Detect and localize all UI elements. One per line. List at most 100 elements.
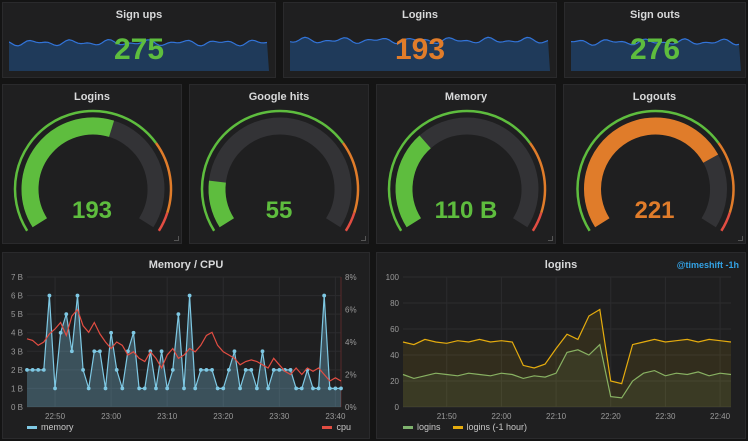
- data-point: [249, 367, 254, 372]
- data-point: [142, 386, 147, 391]
- sparkline-line: [571, 38, 740, 46]
- sparkline: [9, 38, 269, 71]
- resize-handle[interactable]: [548, 236, 553, 241]
- data-point: [204, 367, 209, 372]
- y-tick-label: 0 B: [11, 403, 23, 412]
- data-point: [193, 386, 198, 391]
- series-area-memory: [27, 295, 341, 407]
- gauge-value: 193: [71, 197, 113, 224]
- sparkline: [571, 38, 741, 71]
- data-point: [266, 386, 271, 391]
- data-point: [277, 367, 282, 372]
- data-point: [260, 349, 265, 354]
- sparkline-fill: [9, 39, 269, 71]
- data-point: [221, 386, 226, 391]
- legend-swatch-memory: [27, 425, 37, 429]
- gauge-threshold-red: [531, 212, 543, 232]
- data-point: [294, 386, 299, 391]
- data-point: [97, 349, 102, 354]
- gauge-threshold-red: [720, 212, 731, 232]
- panel-title: Memory / CPU: [148, 259, 224, 271]
- panel-title: logins: [544, 259, 578, 271]
- stat-panel-logins[interactable]: Logins 193: [283, 2, 557, 78]
- data-point: [322, 293, 327, 298]
- x-tick-label: 23:20: [213, 412, 234, 421]
- gauge-threshold-green: [576, 109, 720, 232]
- y2-tick-label: 4%: [345, 338, 357, 347]
- gauge-panel-google-hits[interactable]: Google hits 55: [189, 84, 369, 244]
- data-point: [114, 367, 119, 372]
- gauge-threshold-orange: [154, 142, 173, 214]
- data-point: [238, 386, 242, 391]
- y-tick-label: 60: [390, 325, 399, 334]
- graph-panel-logins[interactable]: logins @timeshift -1h 0 20 40 60 80 100 21:50 2…: [376, 252, 746, 439]
- y-tick-label: 1 B: [11, 384, 23, 393]
- gauge-fill: [584, 117, 719, 228]
- series-line-cpu: [26, 308, 342, 382]
- logins-chart: 0 20 40 60 80 100 21:50 22:00 22:10 22:20 22:30 22:…: [386, 273, 732, 421]
- gauge: [200, 109, 360, 232]
- data-point: [41, 367, 46, 372]
- gauge-threshold-green: [200, 109, 344, 232]
- data-point: [53, 386, 57, 391]
- panel-title: Sign ups: [115, 9, 163, 21]
- data-point: [131, 330, 136, 335]
- y-tick-label: 2 B: [11, 366, 23, 375]
- resize-handle[interactable]: [738, 236, 743, 241]
- resize-handle[interactable]: [361, 236, 366, 241]
- data-point: [232, 349, 237, 354]
- sparkline: [290, 36, 550, 71]
- data-point: [254, 386, 259, 391]
- data-point: [137, 386, 142, 391]
- gauge: [13, 109, 173, 232]
- stat-panel-sign-ups[interactable]: Sign ups 275: [2, 2, 276, 78]
- y2-tick-label: 0%: [345, 403, 357, 412]
- panel-title: Sign outs: [629, 9, 681, 21]
- data-point: [311, 386, 315, 391]
- data-point: [58, 330, 63, 335]
- sparkline-fill: [571, 38, 741, 71]
- timeshift-badge: @timeshift -1h: [676, 260, 739, 270]
- gauge: [576, 109, 735, 232]
- gauge-threshold-orange: [528, 142, 547, 214]
- legend-item-cpu[interactable]: cpu: [336, 422, 351, 432]
- y2-tick-label: 8%: [345, 273, 357, 282]
- y-tick-label: 40: [390, 351, 399, 360]
- y-tick-label: 100: [386, 273, 400, 282]
- legend-swatch-logins-1h: [452, 425, 463, 429]
- legend-item-logins-1h[interactable]: logins (-1 hour): [466, 422, 528, 432]
- data-point: [47, 293, 52, 298]
- x-tick-label: 22:10: [546, 412, 567, 421]
- x-tick-label: 23:00: [101, 412, 122, 421]
- gauge-value: 110 B: [434, 197, 498, 224]
- data-point: [299, 386, 304, 391]
- stat-value: 275: [113, 33, 165, 66]
- gauge-threshold-green: [13, 109, 157, 232]
- gauge-panel-memory[interactable]: Memory 110 B: [376, 84, 556, 244]
- gauge-fill: [208, 180, 235, 228]
- gauge-panel-logouts[interactable]: Logouts 221: [563, 84, 746, 244]
- stat-panel-sign-outs[interactable]: Sign outs 276: [564, 2, 746, 78]
- y2-tick-label: 6%: [345, 306, 357, 315]
- x-tick-label: 22:30: [655, 412, 676, 421]
- legend-item-memory[interactable]: memory: [41, 422, 74, 432]
- gauge-fill: [395, 135, 432, 228]
- gauge-fill: [21, 117, 115, 228]
- legend-item-logins[interactable]: logins: [417, 422, 441, 432]
- data-point: [215, 386, 220, 391]
- data-point: [109, 330, 114, 335]
- data-point: [271, 367, 276, 372]
- resize-handle[interactable]: [174, 236, 179, 241]
- series-line-logins: [402, 343, 732, 399]
- gauge-threshold-green: [387, 109, 531, 232]
- x-tick-label: 23:30: [269, 412, 290, 421]
- data-point: [81, 367, 85, 372]
- x-tick-label: 21:50: [437, 412, 458, 421]
- panel-title: Logins: [401, 9, 439, 21]
- panel-title: Google hits: [248, 91, 310, 103]
- data-point: [339, 386, 343, 391]
- gauge-threshold-red: [157, 212, 169, 232]
- gauge-panel-logins[interactable]: Logins 193: [2, 84, 182, 244]
- data-point: [288, 367, 293, 372]
